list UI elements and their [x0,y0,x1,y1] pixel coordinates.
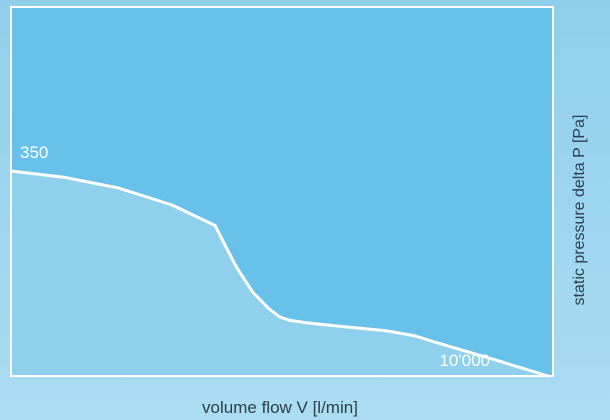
plot-frame [10,6,554,377]
x-max-tick-label: 10'000 [439,351,490,370]
x-axis-label: volume flow V [l/min] [202,398,358,417]
y-max-tick-label: 350 [20,143,48,162]
area-under-curve [11,171,548,376]
series-curve [9,169,550,378]
y-axis-label: static pressure delta P [Pa] [571,114,588,306]
